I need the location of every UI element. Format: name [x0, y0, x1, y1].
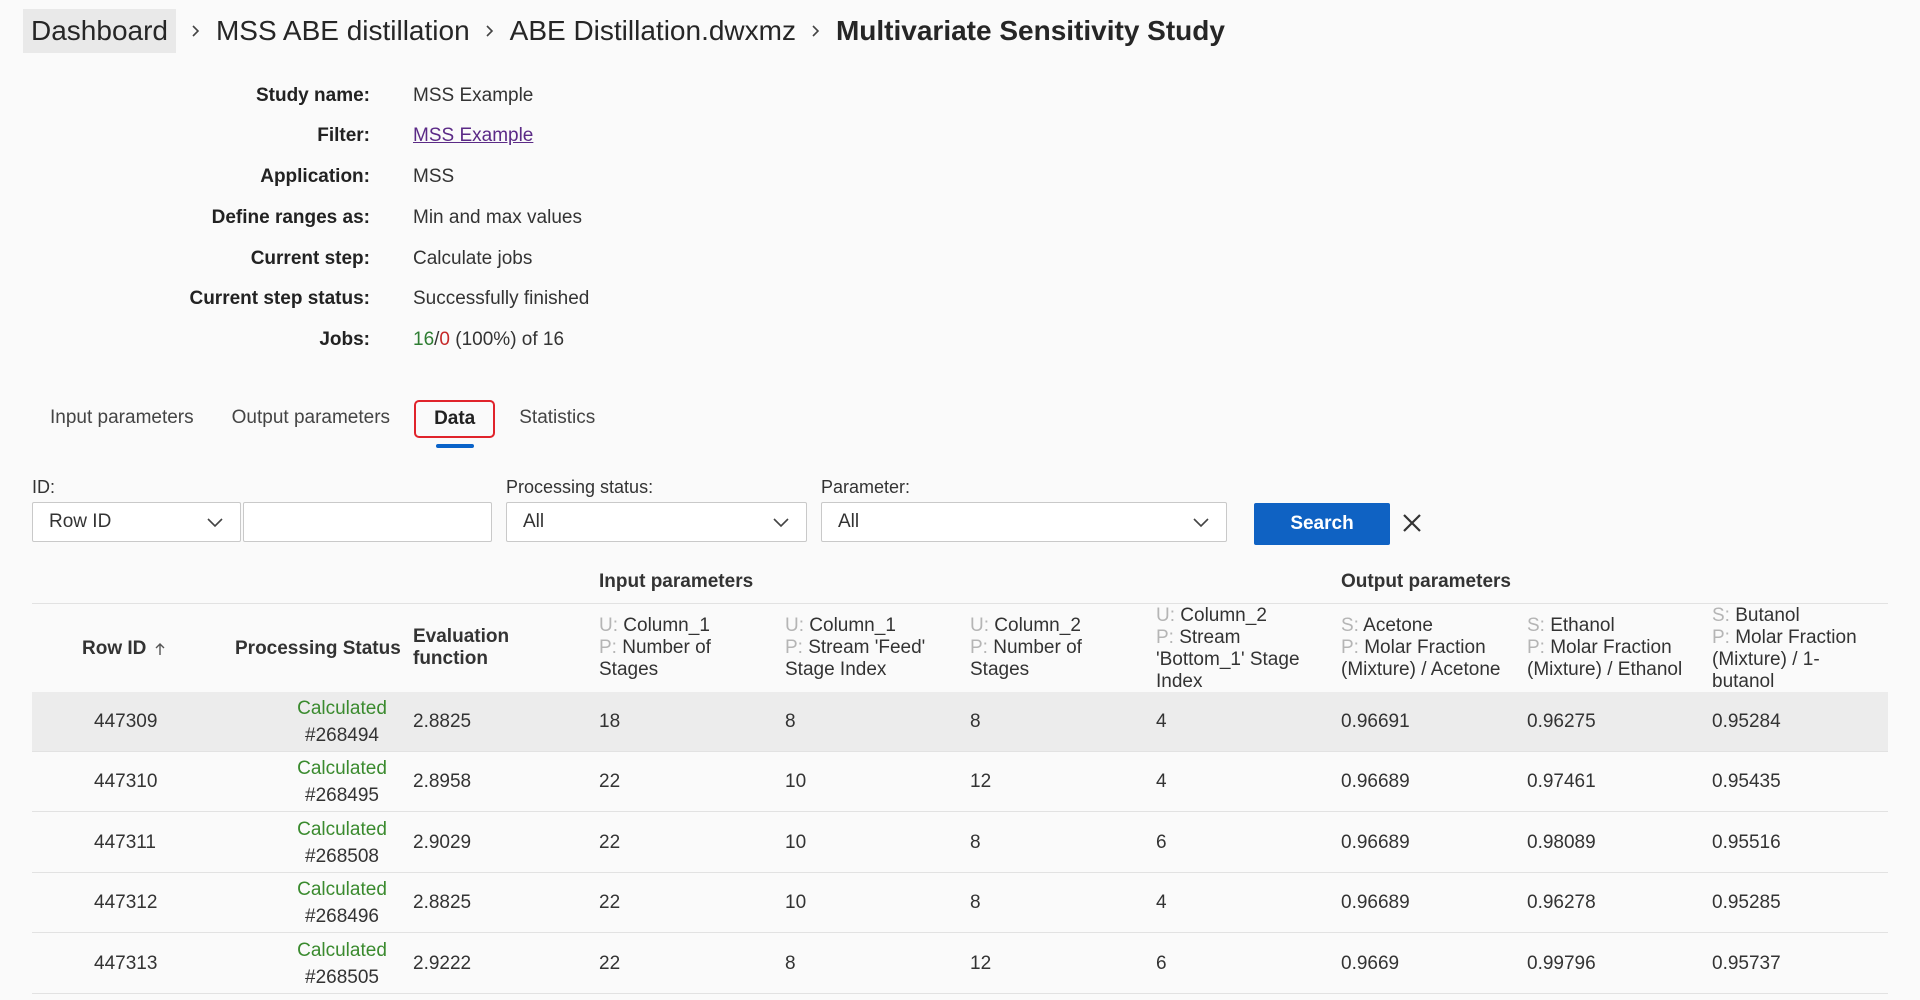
detail-jobs: Jobs: 16/0 (100%) of 16 [0, 327, 800, 353]
detail-label: Jobs: [319, 329, 370, 350]
breadcrumb-file[interactable]: ABE Distillation.dwxmz [509, 14, 796, 46]
job-number[interactable]: #268505 [305, 967, 379, 988]
tab-statistics[interactable]: Statistics [519, 407, 596, 428]
jobs-done-count: 16 [413, 329, 435, 350]
id-type-select[interactable]: Row ID [32, 502, 241, 542]
table-row[interactable]: 447312 Calculated #268496 2.8825 22 10 8 … [32, 873, 1888, 933]
detail-define-ranges: Define ranges as: Min and max values [0, 205, 800, 231]
chevron-right-icon [190, 24, 202, 37]
tab-input-parameters[interactable]: Input parameters [50, 407, 194, 428]
group-header-output: Output parameters [1341, 571, 1511, 592]
breadcrumb-dashboard[interactable]: Dashboard [23, 8, 176, 53]
col-header-input-2[interactable]: U: Column_1 P: Stream 'Feed' Stage Index [785, 615, 926, 680]
detail-current-step-status: Current step status: Successfully finish… [0, 286, 800, 312]
job-number[interactable]: #268494 [305, 725, 379, 746]
detail-value: Min and max values [413, 207, 582, 228]
detail-label: Filter: [317, 125, 370, 146]
col-header-input-4[interactable]: U: Column_2 P: Stream 'Bottom_1' Stage I… [1156, 605, 1300, 692]
filter-link[interactable]: MSS Example [413, 125, 534, 146]
detail-value: Successfully finished [413, 288, 590, 309]
detail-filter: Filter: MSS Example [0, 123, 800, 149]
chevron-right-icon [484, 24, 496, 37]
tab-output-parameters[interactable]: Output parameters [231, 407, 391, 428]
breadcrumb: Dashboard MSS ABE distillation ABE Disti… [23, 8, 1225, 53]
col-header-evaluation-function[interactable]: Evaluation function [413, 626, 510, 669]
detail-label: Application: [260, 166, 370, 187]
detail-label: Define ranges as: [211, 207, 370, 228]
detail-value: MSS [413, 166, 455, 187]
breadcrumb-current: Multivariate Sensitivity Study [835, 14, 1225, 46]
parameter-select[interactable]: All [821, 502, 1227, 542]
id-filter-label: ID: [32, 477, 56, 497]
divider [32, 603, 1888, 604]
search-button[interactable]: Search [1254, 503, 1390, 545]
jobs-summary: 16/0 (100%) of 16 [413, 329, 565, 350]
sort-ascending-icon [155, 642, 165, 655]
tab-data[interactable]: Data [414, 400, 496, 438]
detail-value: Calculate jobs [413, 248, 533, 269]
processing-status-label: Processing status: [506, 477, 654, 497]
detail-current-step: Current step: Calculate jobs [0, 246, 800, 272]
processing-status-value: Calculated [297, 879, 387, 900]
col-header-input-1[interactable]: U: Column_1 P: Number of Stages [599, 615, 711, 680]
col-header-output-2[interactable]: S: Ethanol P: Molar Fraction (Mixture) /… [1527, 615, 1683, 680]
id-search-input[interactable] [243, 502, 492, 542]
table-row[interactable]: 447311 Calculated #268508 2.9029 22 10 8 … [32, 813, 1888, 873]
detail-application: Application: MSS [0, 164, 800, 190]
processing-status-select[interactable]: All [506, 502, 807, 542]
table-row[interactable]: 447310 Calculated #268495 2.8958 22 10 12… [32, 752, 1888, 812]
group-header-input: Input parameters [599, 571, 754, 592]
detail-label: Current step status: [189, 288, 370, 309]
processing-status-value: Calculated [297, 698, 387, 719]
chevron-down-icon [1193, 518, 1209, 528]
job-number[interactable]: #268495 [305, 785, 379, 806]
breadcrumb-project[interactable]: MSS ABE distillation [215, 14, 470, 46]
job-number[interactable]: #268508 [305, 846, 379, 867]
job-number[interactable]: #268496 [305, 906, 379, 927]
col-header-output-3[interactable]: S: Butanol P: Molar Fraction (Mixture) /… [1712, 605, 1857, 692]
chevron-right-icon [810, 24, 822, 37]
detail-label: Study name: [255, 85, 370, 106]
table-row[interactable]: 447313 Calculated #268505 2.9222 22 8 12 … [32, 934, 1888, 994]
parameter-label: Parameter: [821, 477, 911, 497]
detail-label: Current step: [250, 248, 370, 269]
col-header-row-id[interactable]: Row ID [82, 638, 166, 660]
processing-status-value: Calculated [297, 819, 387, 840]
processing-status-value: Calculated [297, 940, 387, 961]
table-row[interactable]: 447309 Calculated #268494 2.8825 18 8 8 4… [32, 692, 1888, 752]
col-header-output-1[interactable]: S: Acetone P: Molar Fraction (Mixture) /… [1341, 615, 1501, 680]
detail-study-name: Study name: MSS Example [0, 83, 800, 109]
col-header-processing-status[interactable]: Processing Status [235, 638, 401, 659]
detail-value: MSS Example [413, 85, 534, 106]
tab-bar: Input parameters Output parameters Data … [36, 400, 619, 448]
clear-filter-icon[interactable] [1401, 512, 1423, 534]
processing-status-value: Calculated [297, 758, 387, 779]
chevron-down-icon [773, 518, 789, 528]
chevron-down-icon [207, 518, 223, 528]
jobs-failed-count: 0 [439, 329, 450, 350]
col-header-input-3[interactable]: U: Column_2 P: Number of Stages [970, 615, 1082, 680]
